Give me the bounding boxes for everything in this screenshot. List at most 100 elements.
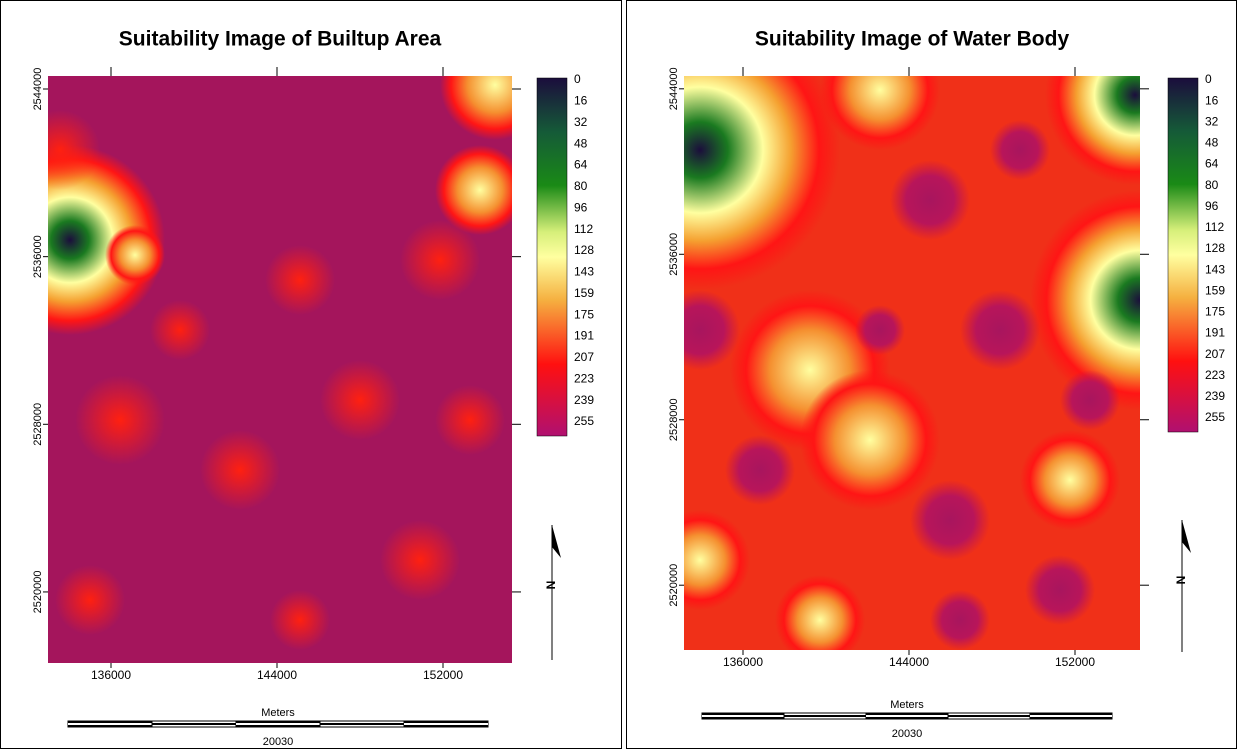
- legend-label: 96: [574, 200, 588, 214]
- legend-label: 223: [1205, 368, 1225, 382]
- raster-patch: [55, 565, 125, 635]
- north-arrow-head: [552, 525, 561, 558]
- legend-label: 223: [574, 371, 594, 385]
- scale-label: 20030: [892, 728, 923, 740]
- legend-colorbar: [536, 77, 568, 437]
- map-title: Suitability Image of Builtup Area: [119, 28, 442, 51]
- map-title: Suitability Image of Water Body: [755, 28, 1070, 51]
- legend-label: 143: [1205, 262, 1225, 276]
- scale-bar-segment: [702, 715, 784, 717]
- legend-label: 112: [1205, 220, 1224, 234]
- raster-patch: [265, 245, 335, 315]
- raster-patch: [990, 120, 1050, 180]
- raster-patch: [960, 290, 1040, 370]
- raster-patch: [775, 575, 865, 650]
- legend-label: 191: [1205, 326, 1225, 340]
- raster-patch: [1045, 76, 1140, 185]
- north-label: N: [544, 581, 558, 590]
- raster-patch: [890, 160, 970, 240]
- legend-label: 191: [574, 329, 594, 343]
- y-tick-label: 2520000: [668, 564, 680, 607]
- legend-label: 175: [574, 307, 594, 321]
- scale-bar-segment: [948, 715, 1030, 717]
- legend-label: 0: [574, 72, 581, 86]
- legend-label: 207: [574, 350, 594, 364]
- legend-label: 255: [574, 414, 594, 428]
- raster-patch: [150, 300, 210, 360]
- raster-patch: [684, 76, 840, 290]
- x-tick-label: 136000: [723, 655, 763, 669]
- x-tick-label: 144000: [257, 668, 297, 682]
- scale-bar-segment: [1030, 715, 1112, 717]
- raster-patch: [105, 225, 165, 285]
- raster-patch: [200, 430, 280, 510]
- x-tick-label: 144000: [889, 655, 929, 669]
- y-tick-label: 2536000: [32, 235, 44, 278]
- legend-label: 207: [1205, 347, 1225, 361]
- scale-bar-segment: [152, 723, 236, 725]
- raster-patch: [1020, 430, 1120, 530]
- y-tick-label: 2528000: [668, 398, 680, 441]
- scale-label: 20030: [263, 736, 294, 748]
- legend-label: 48: [1205, 136, 1219, 150]
- legend-label: 175: [1205, 305, 1225, 319]
- raster: [684, 76, 1140, 650]
- raster-patch: [1025, 555, 1095, 625]
- legend-label: 239: [1205, 389, 1225, 403]
- legend-label: 159: [574, 286, 594, 300]
- y-tick-label: 2520000: [32, 571, 44, 614]
- x-tick-label: 136000: [91, 668, 131, 682]
- y-tick-label: 2544000: [32, 68, 44, 111]
- raster-patch: [1060, 370, 1120, 430]
- legend-label: 80: [1205, 178, 1219, 192]
- raster-patch: [320, 360, 400, 440]
- legend-label: 32: [574, 115, 588, 129]
- raster-patch: [270, 590, 330, 650]
- legend-label: 143: [574, 265, 594, 279]
- legend-label: 80: [574, 179, 588, 193]
- y-tick-label: 2536000: [668, 233, 680, 276]
- legend-label: 64: [574, 158, 588, 172]
- scale-bar-segment: [784, 715, 866, 717]
- raster-patch: [380, 520, 460, 600]
- raster-patch: [684, 510, 750, 610]
- scale-bar-segment: [404, 723, 488, 725]
- legend-label: 64: [1205, 157, 1219, 171]
- legend-label: 16: [574, 94, 588, 108]
- raster: [48, 76, 512, 663]
- raster-patch: [800, 370, 940, 510]
- legend-label: 159: [1205, 283, 1225, 297]
- legend-colorbar: [1167, 77, 1199, 433]
- raster-patch: [684, 290, 740, 370]
- legend-label: 48: [574, 136, 588, 150]
- north-label: N: [1174, 576, 1188, 585]
- raster-patch: [910, 480, 990, 560]
- legend-label: 112: [574, 222, 593, 236]
- map-panel: Suitability Image of Builtup Area 136000 1…: [0, 0, 622, 749]
- raster-patch: [48, 145, 165, 335]
- raster-patch: [725, 435, 795, 505]
- legend-label: 16: [1205, 93, 1219, 107]
- raster-patch: [1030, 190, 1140, 410]
- raster-patch: [48, 110, 100, 190]
- legend-label: 239: [574, 393, 594, 407]
- scale-bar-segment: [68, 723, 152, 725]
- raster-patch: [435, 145, 512, 235]
- scale-bar-segment: [236, 723, 320, 725]
- raster-patch: [820, 76, 940, 150]
- north-arrow-head: [1182, 520, 1191, 553]
- x-tick-label: 152000: [1055, 655, 1095, 669]
- legend-label: 128: [1205, 241, 1225, 255]
- raster-patch: [440, 76, 512, 140]
- legend-label: 0: [1205, 72, 1212, 86]
- y-tick-label: 2544000: [668, 67, 680, 110]
- raster-patch: [435, 385, 505, 455]
- legend-label: 128: [574, 243, 594, 257]
- scale-bar-segment: [866, 715, 948, 717]
- raster-patch: [400, 220, 480, 300]
- raster-patch: [930, 590, 990, 650]
- legend-label: 255: [1205, 410, 1225, 424]
- scale-unit: Meters: [261, 707, 295, 719]
- x-tick-label: 152000: [423, 668, 463, 682]
- map-panel: Suitability Image of Water Body 136000 144…: [626, 0, 1237, 749]
